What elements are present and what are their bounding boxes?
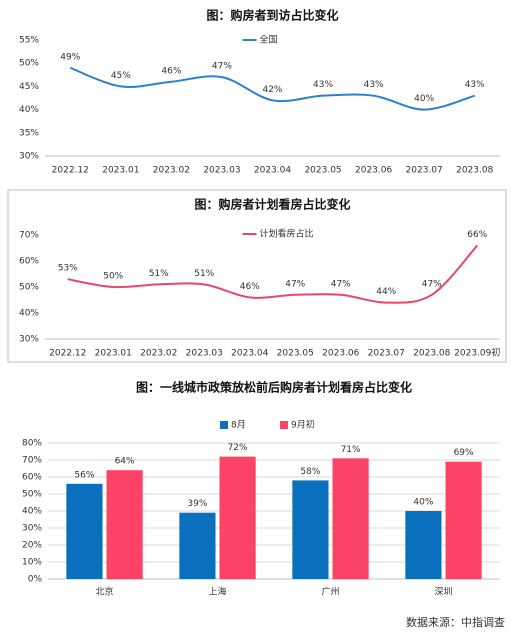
bar bbox=[445, 461, 482, 579]
x-tick-label: 2023.03 bbox=[186, 349, 223, 359]
data-label: 43% bbox=[465, 80, 485, 90]
x-tick-label: 2022.12 bbox=[52, 166, 89, 176]
data-label: 49% bbox=[60, 52, 80, 62]
bar bbox=[405, 511, 442, 579]
y-tick-label: 60% bbox=[22, 473, 42, 483]
chart-title: 图：购房者计划看房占比变化 bbox=[194, 197, 350, 212]
x-tick-label: 2023.02 bbox=[140, 349, 177, 359]
bar bbox=[106, 470, 143, 579]
y-tick-label: 40% bbox=[19, 309, 39, 319]
data-label: 50% bbox=[103, 272, 123, 282]
legend-swatch bbox=[280, 421, 288, 429]
y-tick-label: 20% bbox=[22, 541, 42, 551]
data-label: 42% bbox=[262, 85, 282, 95]
legend-swatch bbox=[220, 421, 228, 429]
x-tick-label: 广州 bbox=[321, 586, 339, 598]
y-tick-label: 70% bbox=[22, 456, 42, 466]
x-tick-label: 2023.07 bbox=[368, 349, 405, 359]
bar bbox=[179, 512, 216, 579]
chart-title: 图：一线城市政策放松前后购房者计划看房占比变化 bbox=[136, 380, 412, 395]
x-tick-label: 2023.06 bbox=[355, 166, 392, 176]
source-note: 数据来源：中指调查 bbox=[406, 615, 505, 629]
chart-title: 图：购房者到访占比变化 bbox=[206, 8, 338, 23]
y-tick-label: 35% bbox=[19, 128, 39, 138]
y-tick-label: 40% bbox=[19, 105, 39, 115]
x-tick-label: 2023.03 bbox=[203, 166, 240, 176]
y-tick-label: 60% bbox=[19, 257, 39, 267]
x-tick-label: 2023.08 bbox=[456, 166, 493, 176]
x-tick-label: 2023.01 bbox=[102, 166, 139, 176]
bar bbox=[219, 456, 256, 579]
data-label: 53% bbox=[58, 264, 78, 274]
data-label: 40% bbox=[413, 498, 433, 508]
y-tick-label: 40% bbox=[22, 507, 42, 517]
y-tick-label: 45% bbox=[19, 82, 39, 92]
data-label: 47% bbox=[285, 279, 305, 289]
y-tick-label: 50% bbox=[19, 283, 39, 293]
data-label: 64% bbox=[115, 457, 135, 467]
y-tick-label: 55% bbox=[19, 36, 39, 46]
data-label: 71% bbox=[341, 445, 361, 455]
data-label: 43% bbox=[364, 80, 384, 90]
chart-border bbox=[7, 189, 507, 363]
y-tick-label: 70% bbox=[19, 231, 39, 241]
x-tick-label: 上海 bbox=[208, 586, 226, 598]
y-tick-label: 50% bbox=[22, 490, 42, 500]
bar bbox=[292, 480, 329, 579]
x-tick-label: 2023.06 bbox=[322, 349, 359, 359]
data-label: 56% bbox=[74, 470, 94, 480]
y-tick-label: 30% bbox=[22, 524, 42, 534]
data-label: 43% bbox=[313, 80, 333, 90]
data-label: 47% bbox=[422, 279, 442, 289]
x-tick-label: 2023.04 bbox=[231, 349, 268, 359]
x-tick-label: 2023.02 bbox=[153, 166, 190, 176]
legend-label: 9月初 bbox=[291, 419, 315, 431]
y-tick-label: 30% bbox=[19, 152, 39, 162]
data-label: 46% bbox=[161, 66, 181, 76]
data-label: 47% bbox=[212, 62, 232, 72]
legend-label: 计划看房占比 bbox=[260, 228, 314, 240]
data-label: 47% bbox=[331, 279, 351, 289]
data-label: 72% bbox=[228, 443, 248, 453]
legend-label: 8月 bbox=[231, 420, 246, 431]
y-tick-label: 10% bbox=[22, 558, 42, 568]
x-tick-label: 2023.01 bbox=[95, 349, 132, 359]
data-label: 44% bbox=[376, 287, 396, 297]
bar bbox=[332, 458, 369, 579]
data-label: 45% bbox=[111, 71, 131, 81]
x-tick-label: 2023.05 bbox=[304, 166, 341, 176]
data-label: 51% bbox=[194, 269, 214, 279]
data-label: 66% bbox=[467, 230, 487, 240]
x-tick-label: 深圳 bbox=[434, 587, 452, 598]
data-label: 51% bbox=[149, 269, 169, 279]
line bbox=[69, 66, 476, 111]
y-tick-label: 0% bbox=[28, 575, 43, 585]
x-tick-label: 北京 bbox=[95, 586, 113, 598]
x-tick-label: 2022.12 bbox=[49, 349, 86, 359]
data-label: 40% bbox=[414, 94, 434, 104]
y-tick-label: 80% bbox=[22, 439, 42, 449]
bar bbox=[66, 483, 103, 579]
x-tick-label: 2023.08 bbox=[413, 349, 450, 359]
x-tick-label: 2023.09初 bbox=[454, 347, 500, 359]
data-label: 69% bbox=[454, 448, 474, 458]
data-label: 58% bbox=[300, 467, 320, 477]
x-tick-label: 2023.04 bbox=[254, 166, 291, 176]
y-tick-label: 30% bbox=[19, 335, 39, 345]
x-tick-label: 2023.05 bbox=[277, 349, 314, 359]
x-tick-label: 2023.07 bbox=[406, 166, 443, 176]
data-label: 39% bbox=[187, 499, 207, 509]
y-tick-label: 50% bbox=[19, 59, 39, 69]
legend-label: 全国 bbox=[260, 34, 278, 46]
line bbox=[67, 244, 478, 304]
data-label: 46% bbox=[240, 282, 260, 292]
